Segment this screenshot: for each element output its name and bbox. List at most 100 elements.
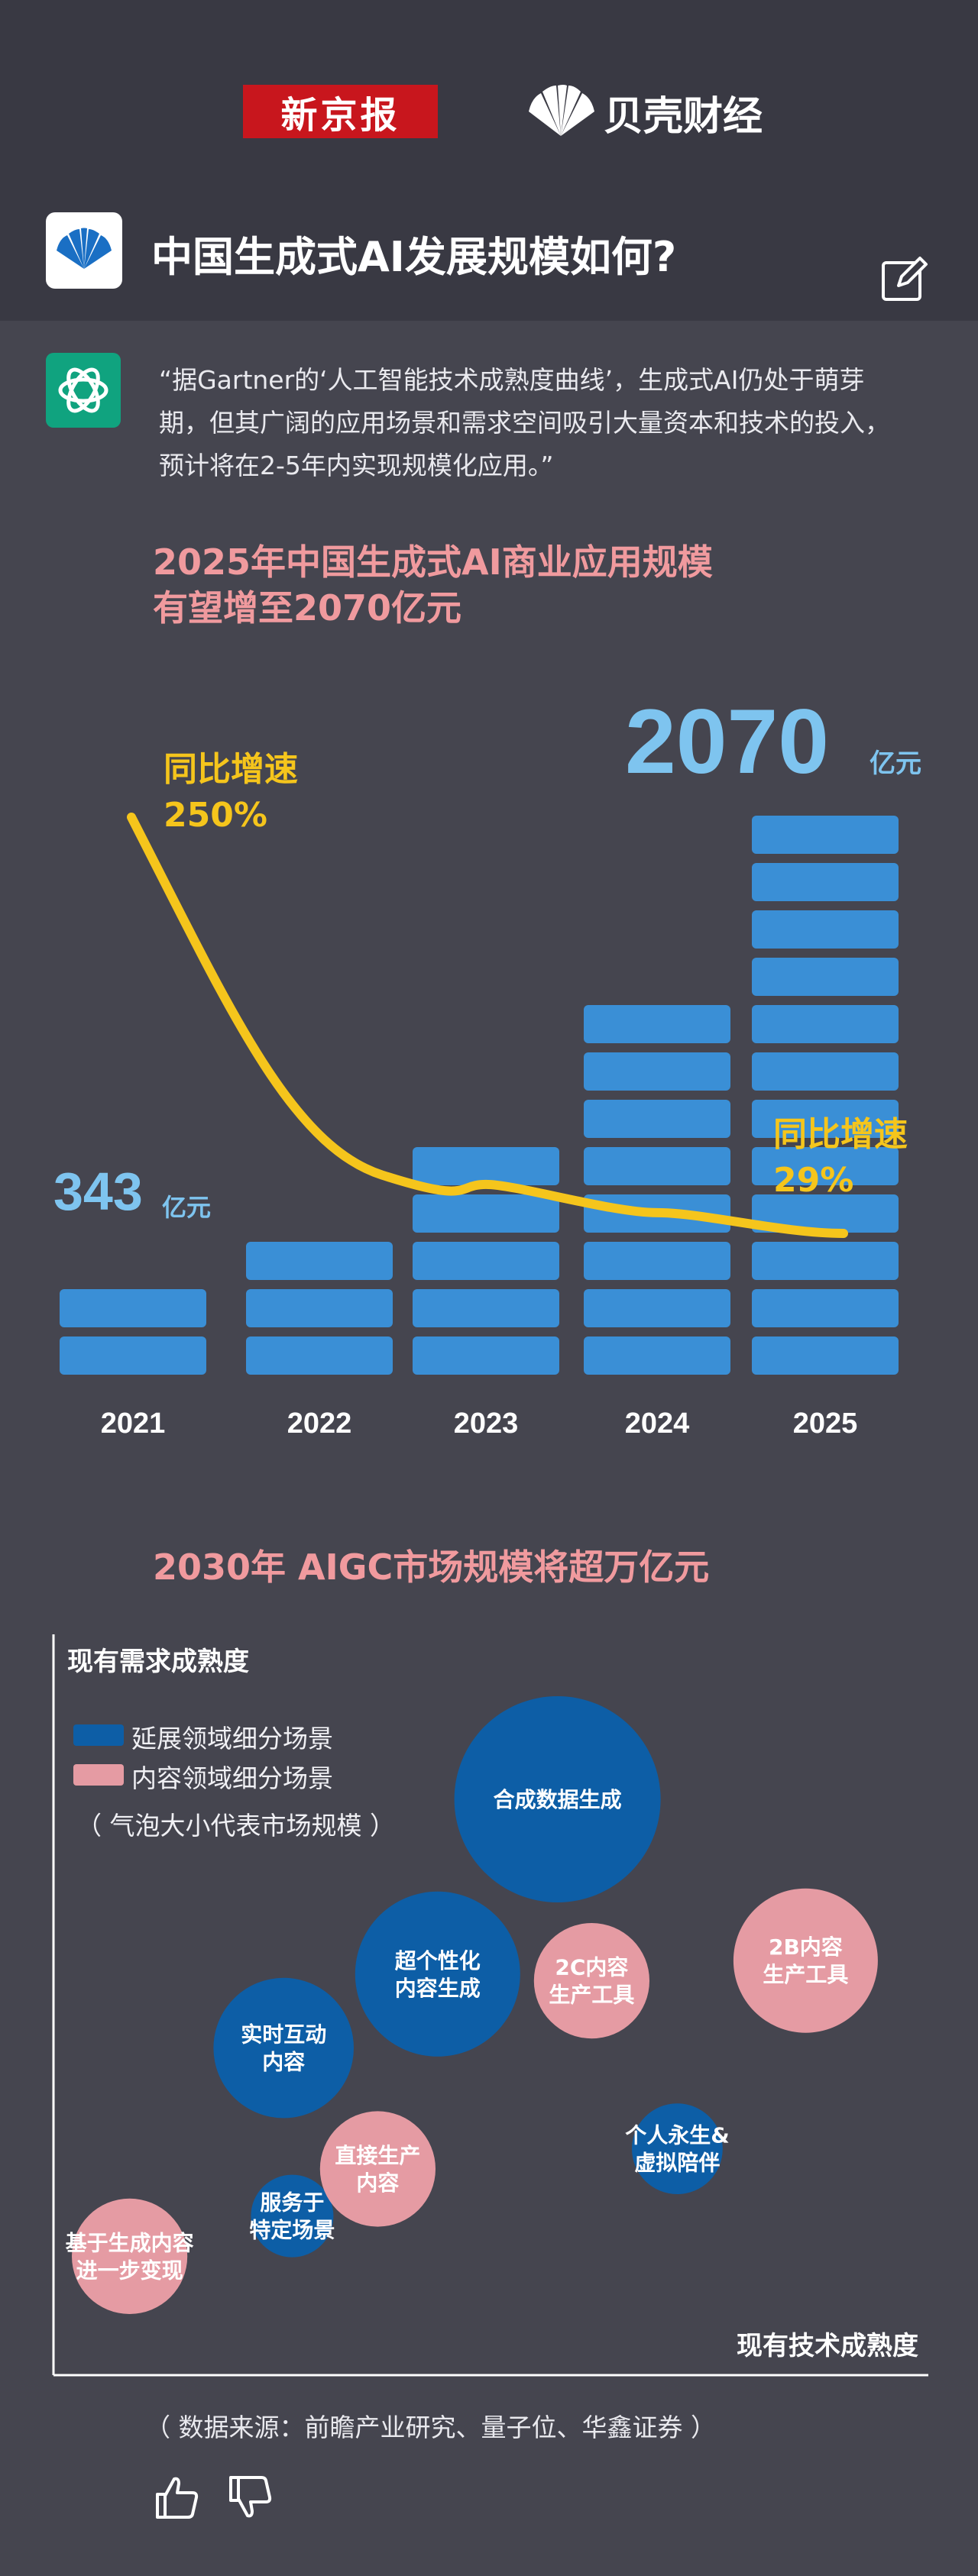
shell-logo-icon (46, 212, 122, 289)
bubble-label: 进一步变现 (76, 2258, 183, 2283)
bubble-label: 2C内容 (555, 1955, 628, 1980)
bubble-circle (533, 1923, 650, 2039)
x-axis-label: 现有技术成熟度 (737, 2331, 918, 2361)
bubble-label: 内容 (262, 2050, 305, 2075)
bar-segment (752, 1147, 899, 1185)
bar-segment (752, 1242, 899, 1280)
bar-segment (752, 1336, 899, 1375)
bar-2024 (584, 1005, 730, 1375)
bar-segment (584, 1242, 730, 1280)
legend-swatch-extension (73, 1724, 124, 1746)
unit-label: 亿元 (162, 1193, 212, 1222)
bar-segment (584, 1289, 730, 1327)
bar-segment (413, 1147, 559, 1185)
bar-segment (413, 1194, 559, 1233)
legend-swatch-content (73, 1764, 124, 1786)
bubble-label: 基于生成内容 (66, 2230, 194, 2255)
bubble-label: 内容 (356, 2170, 399, 2196)
growth-line (127, 813, 848, 1238)
bubble-circle (251, 2174, 334, 2258)
bubble-label: 2B内容 (769, 1934, 843, 1960)
bar-segment (246, 1289, 393, 1327)
bar-segment (752, 1289, 899, 1327)
bar-2021 (60, 1289, 206, 1375)
bar-segment (413, 1242, 559, 1280)
bar-segment (752, 1100, 899, 1138)
bar-segment (752, 910, 899, 949)
page-title: 中国生成式AI发展规模如何? (151, 233, 677, 281)
bar-segment (752, 1052, 899, 1091)
growth-label-start: 同比增速 (164, 750, 298, 789)
bubble-circle (454, 1696, 661, 1902)
chatgpt-icon (46, 353, 121, 428)
growth-value-end: 29% (773, 1161, 854, 1200)
section1-title-line1: 2025年中国生成式AI商业应用规模 (153, 541, 713, 583)
bar-segment (413, 1336, 559, 1375)
edit-icon[interactable] (879, 252, 932, 305)
bubble-circle (319, 2111, 436, 2227)
bar-segment (60, 1289, 206, 1327)
bubble-label: 合成数据生成 (494, 1787, 622, 1812)
xinjingbao-logo: 新京报 (243, 85, 438, 138)
bar-2022 (246, 1242, 393, 1375)
bubble-label: 特定场景 (249, 2218, 335, 2243)
x-tick-label: 2024 (625, 1408, 690, 1440)
value-2021-label: 343 (53, 1162, 143, 1221)
bar-segment (413, 1289, 559, 1327)
thumbs-down-icon[interactable] (226, 2474, 275, 2520)
bar-segment (752, 958, 899, 996)
bubble-label: 超个性化 (395, 1948, 481, 1973)
x-tick-label: 2022 (287, 1408, 352, 1440)
growth-label-end: 同比增速 (773, 1115, 908, 1154)
bubble-label: 直接生产 (335, 2143, 420, 2168)
bubble-label: 生产工具 (549, 1983, 634, 2008)
bubble-label: 实时互动 (241, 2022, 326, 2048)
x-tick-label: 2023 (454, 1408, 519, 1440)
header-bar (0, 0, 978, 321)
bubble-circle (355, 1891, 520, 2057)
bar-segment (752, 1005, 899, 1043)
thumbs-up-icon[interactable] (153, 2474, 202, 2520)
bar-segment (584, 1052, 730, 1091)
bar-segment (752, 1194, 899, 1233)
bubble-label: 服务于 (260, 2190, 324, 2216)
shell-logo-icon (529, 85, 594, 136)
bubble-size-note: （ 气泡大小代表市场规模 ） (76, 1811, 395, 1841)
legend-label-extension: 延展领域细分场景 (131, 1724, 333, 1753)
bubble-label: 虚拟陪伴 (634, 2151, 720, 2176)
bubble-circle (213, 1977, 355, 2119)
section2-title: 2030年 AIGC市场规模将超万亿元 (153, 1547, 710, 1588)
growth-value-start: 250% (164, 796, 267, 835)
bubble-circle (72, 2198, 188, 2314)
bar-2023 (413, 1147, 559, 1375)
bar-segment (584, 1147, 730, 1185)
bubble-label: 生产工具 (763, 1962, 848, 1987)
bar-segment (60, 1336, 206, 1375)
x-tick-label: 2025 (793, 1408, 858, 1440)
data-source: （ 数据来源：前瞻产业研究、量子位、华鑫证券 ） (145, 2413, 716, 2442)
bubble-label: 内容生成 (395, 1976, 481, 2001)
value-2025-label: 2070 (625, 690, 829, 793)
bubble: 合成数据生成 (454, 1696, 661, 1902)
bar-segment (752, 863, 899, 901)
section1-title-line2: 有望增至2070亿元 (153, 587, 462, 629)
quote-text: “据Gartner的‘人工智能技术成熟度曲线’，生成式AI仍处于萌芽期，但其广阔… (159, 365, 890, 480)
bar-segment (752, 816, 899, 854)
y-axis-label: 现有需求成熟度 (67, 1647, 249, 1677)
bubble-circle (632, 2103, 723, 2195)
bar-segment (584, 1100, 730, 1138)
bubble-label: 个人永生& (625, 2123, 729, 2148)
unit-label: 亿元 (870, 748, 921, 779)
bar-segment (584, 1005, 730, 1043)
bar-2025 (752, 816, 899, 1375)
bubble: 个人永生&虚拟陪伴 (625, 2103, 730, 2195)
beike-logo-text: 贝壳财经 (604, 94, 763, 140)
